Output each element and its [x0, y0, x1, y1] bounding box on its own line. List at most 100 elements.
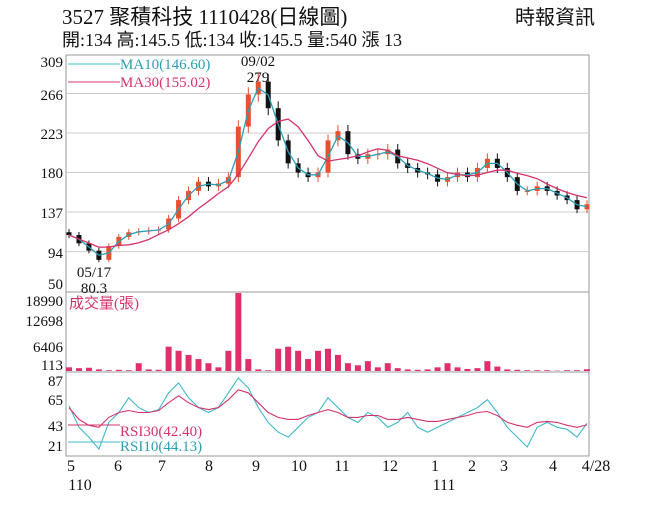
- volume-bar: [125, 370, 132, 371]
- volume-bar: [115, 369, 122, 371]
- volume-bar: [364, 361, 371, 371]
- candle-body: [66, 232, 72, 236]
- volume-bar: [424, 369, 431, 371]
- volume-tick: 6406: [33, 340, 64, 356]
- volume-bar: [95, 369, 102, 371]
- volume-bar: [494, 366, 501, 371]
- price-tick: 94: [48, 246, 64, 262]
- volume-bar: [454, 367, 461, 371]
- chart-title: 3527 聚積科技 1110428(日線圖): [62, 5, 347, 29]
- volume-tick: 12698: [26, 314, 64, 330]
- rsi-tick: 43: [48, 419, 63, 435]
- month-tick: 6: [114, 458, 122, 475]
- volume-bar: [574, 370, 581, 371]
- volume-bar: [305, 359, 312, 371]
- price-summary: 開:134 高:145.5 低:134 收:145.5 量:540 漲 13: [62, 30, 402, 50]
- volume-bar: [514, 369, 521, 371]
- volume-bar: [295, 350, 302, 371]
- rsi-tick: 21: [48, 439, 63, 455]
- volume-bar: [414, 369, 421, 371]
- rsi-tick: 65: [48, 393, 63, 409]
- ma10-line: [68, 87, 588, 256]
- ma30-line: [68, 118, 588, 248]
- ma10-legend: MA10(146.60): [120, 57, 210, 73]
- month-tick: 2: [468, 458, 476, 475]
- volume-bar: [225, 350, 232, 371]
- volume-bar: [344, 363, 351, 371]
- volume-bar: [165, 346, 172, 371]
- rsi-tick: 87: [48, 374, 64, 390]
- month-tick: 7: [158, 458, 166, 475]
- month-tick: 4: [549, 458, 557, 475]
- volume-bar: [504, 369, 511, 371]
- price-tick: 223: [41, 127, 64, 143]
- chart-marks: [66, 73, 590, 451]
- volume-bar: [85, 367, 92, 371]
- volume-bar: [404, 369, 411, 371]
- volume-bar: [444, 363, 451, 371]
- year-tick: 111: [433, 477, 456, 494]
- volume-bar: [175, 350, 182, 371]
- volume-bar: [255, 369, 262, 371]
- month-tick: 10: [291, 458, 307, 475]
- month-tick: 3: [500, 458, 508, 475]
- volume-bar: [354, 365, 361, 371]
- volume-bar: [334, 354, 341, 371]
- volume-bar: [245, 359, 252, 371]
- volume-bar: [135, 363, 142, 371]
- volume-bar: [374, 367, 381, 371]
- ma30-legend: MA30(155.02): [120, 75, 210, 91]
- price-tick: 137: [41, 206, 64, 222]
- month-tick: 4/28: [582, 458, 610, 475]
- volume-bar: [484, 361, 491, 371]
- volume-bar: [185, 354, 192, 371]
- volume-bar: [474, 368, 481, 371]
- price-tick: 266: [41, 88, 64, 104]
- volume-bar: [275, 348, 282, 371]
- volume-bar: [584, 369, 590, 371]
- price-tick: 180: [41, 166, 64, 182]
- price-tick: 50: [48, 277, 63, 293]
- volume-tick: 113: [41, 358, 63, 374]
- high-value-label: 279: [247, 70, 270, 86]
- volume-bar: [464, 368, 471, 371]
- low-value-label: 80.3: [81, 281, 107, 297]
- volume-bar: [75, 368, 82, 371]
- volume-bar: [564, 370, 571, 371]
- volume-bar: [105, 370, 112, 371]
- rsi-panel-frame: [65, 371, 590, 457]
- month-tick: 9: [252, 458, 260, 475]
- rsi30-legend: RSI30(42.40): [120, 424, 202, 440]
- volume-bar: [285, 346, 292, 371]
- month-tick: 12: [382, 458, 398, 475]
- volume-bar: [205, 363, 212, 371]
- rsi30-line: [68, 389, 588, 428]
- volume-bar: [325, 348, 331, 371]
- volume-bar: [145, 369, 152, 371]
- volume-bar: [524, 370, 531, 371]
- volume-bar: [66, 367, 72, 371]
- volume-bar: [235, 293, 242, 371]
- high-date-label: 09/02: [241, 54, 275, 70]
- month-tick: 5: [67, 458, 75, 475]
- low-date-label: 05/17: [77, 265, 112, 281]
- volume-bar: [265, 370, 272, 371]
- volume-bar: [534, 370, 541, 371]
- source-label: 時報資訊: [515, 6, 595, 29]
- year-tick: 110: [68, 477, 91, 494]
- month-tick: 11: [334, 458, 349, 475]
- panel-frames: [65, 54, 590, 457]
- month-tick: 8: [205, 458, 213, 475]
- volume-label: 成交量(張): [69, 294, 139, 312]
- price-tick: 309: [41, 55, 64, 71]
- rsi10-legend: RSI10(44.13): [120, 439, 202, 455]
- volume-bar: [315, 350, 322, 371]
- volume-bar: [544, 370, 551, 371]
- volume-bar: [215, 367, 222, 371]
- month-tick: 1: [431, 458, 439, 475]
- volume-bar: [394, 368, 401, 371]
- volume-bar: [434, 367, 441, 371]
- volume-bar: [384, 363, 391, 371]
- volume-tick: 18990: [26, 294, 64, 310]
